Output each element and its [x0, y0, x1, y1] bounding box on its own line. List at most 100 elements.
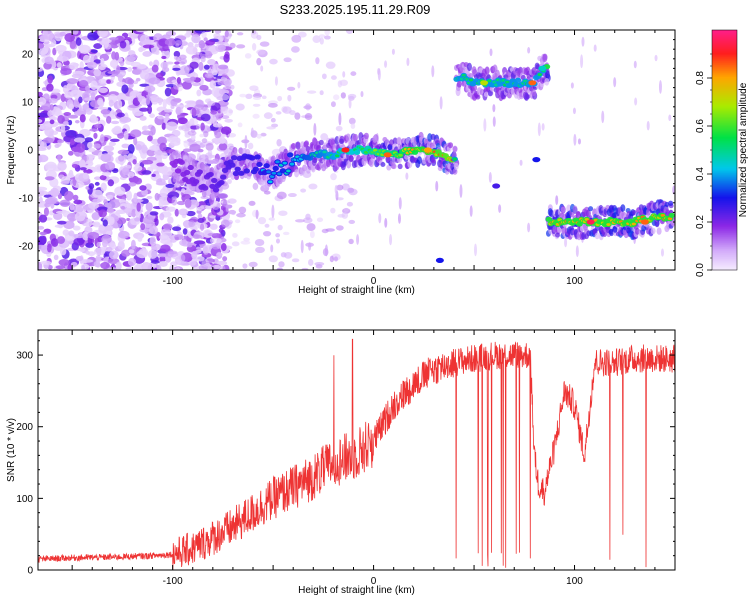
noise-blob [100, 262, 110, 270]
ridge-peak [275, 160, 280, 164]
noise-blob [252, 43, 257, 51]
noise-blob [175, 56, 182, 62]
noise-blob [78, 80, 89, 87]
noise-blob [96, 38, 103, 42]
noise-blob [343, 207, 349, 212]
noise-blob [287, 94, 292, 102]
colorbar-band [712, 168, 737, 171]
ridge-halo [295, 141, 301, 150]
noise-blob [95, 254, 101, 264]
noise-blob [227, 132, 237, 138]
noise-blob [98, 209, 107, 218]
noise-blob [91, 222, 97, 226]
noise-blob [75, 142, 86, 153]
noise-blob [397, 213, 401, 224]
noise-blob [384, 217, 388, 228]
noise-blob [109, 37, 119, 41]
noise-blob [133, 165, 143, 172]
noise-blob [107, 258, 120, 265]
colorbar-band [712, 100, 737, 103]
noise-blob [105, 51, 112, 55]
noise-blob [232, 232, 238, 238]
noise-blob [150, 260, 160, 264]
noise-blob [346, 201, 354, 207]
colorbar-band [712, 184, 737, 187]
noise-blob [224, 118, 233, 123]
noise-blob [564, 237, 568, 248]
noise-blob [159, 142, 167, 152]
noise-blob [389, 233, 393, 246]
noise-blob [164, 38, 176, 47]
noise-blob [199, 133, 205, 138]
noise-blob [221, 115, 230, 120]
colorbar-tick-label: 0.2 [695, 215, 706, 229]
noise-blob [102, 240, 108, 248]
colorbar-band [712, 72, 737, 75]
noise-blob [141, 159, 154, 165]
colorbar-band [712, 258, 737, 261]
noise-blob [72, 30, 79, 35]
noise-blob [93, 247, 106, 256]
noise-blob [207, 58, 216, 66]
noise-blob [198, 40, 206, 49]
colorbar-band [712, 114, 737, 117]
colorbar-band [712, 240, 737, 243]
noise-blob [44, 123, 56, 127]
noise-blob [85, 250, 90, 255]
ridge-halo [397, 163, 403, 170]
noise-blob [308, 242, 312, 251]
noise-blob [200, 195, 209, 200]
colorbar-band [712, 236, 737, 239]
colorbar-band [712, 152, 737, 155]
figure-title: S233.2025.195.11.29.R09 [280, 2, 431, 17]
noise-blob [469, 205, 473, 217]
noise-blob [157, 253, 169, 258]
snr-series-line [38, 338, 675, 570]
noise-blob [200, 122, 205, 131]
x-tick-label: 0 [371, 576, 377, 587]
colorbar-band [712, 58, 737, 61]
noise-blob [211, 237, 222, 244]
noise-blob [64, 190, 74, 201]
noise-blob [398, 197, 402, 210]
noise-blob [68, 114, 79, 119]
noise-blob [215, 44, 226, 52]
amplitude-peak [423, 147, 432, 153]
noise-blob [271, 204, 275, 219]
noise-blob [69, 138, 75, 146]
noise-blob [108, 141, 116, 147]
amplitude-peak [532, 157, 541, 163]
noise-blob [38, 42, 45, 49]
colorbar-band [712, 120, 737, 123]
colorbar-band [712, 56, 737, 59]
noise-blob [570, 82, 574, 89]
noise-blob [195, 109, 200, 115]
noise-blob [235, 103, 245, 111]
noise-blob [171, 198, 178, 206]
colorbar-band [712, 190, 737, 193]
noise-blob [287, 193, 297, 198]
noise-blob [210, 110, 217, 115]
ridge-halo [404, 154, 410, 160]
noise-blob [492, 116, 496, 127]
noise-blob [73, 237, 85, 246]
noise-blob [250, 127, 254, 138]
noise-blob [119, 60, 125, 67]
noise-blob [439, 96, 443, 110]
noise-blob [488, 172, 492, 183]
noise-blob [350, 122, 356, 130]
noise-blob [38, 112, 48, 118]
noise-blob [136, 202, 141, 212]
noise-blob [316, 217, 324, 223]
noise-blob [97, 30, 109, 38]
noise-blob [40, 260, 52, 265]
noise-blob [324, 30, 330, 36]
noise-blob [431, 65, 435, 78]
colorbar-band [712, 156, 737, 159]
noise-blob [98, 87, 108, 94]
colorbar-band [712, 46, 737, 49]
noise-blob [90, 91, 96, 100]
y-tick-label: -20 [19, 242, 34, 253]
noise-blob [64, 32, 76, 42]
noise-blob [225, 69, 235, 77]
